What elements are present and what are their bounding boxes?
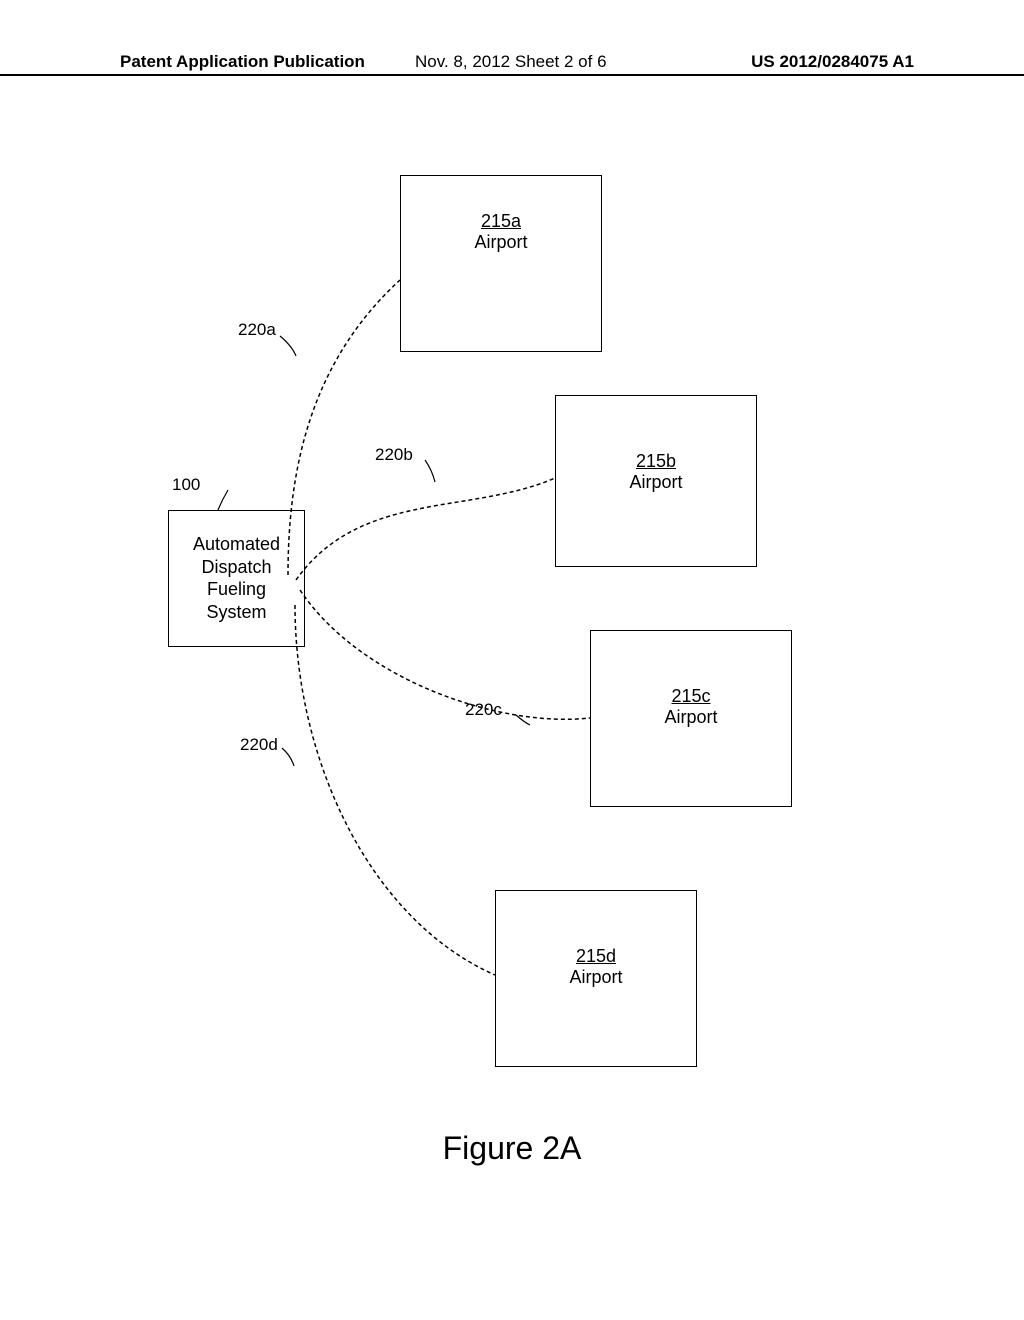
leader-tick-2 — [425, 460, 435, 482]
edge-d — [295, 605, 495, 975]
edge-a — [288, 280, 400, 575]
leader-tick-0 — [218, 490, 228, 510]
edge-c — [300, 590, 590, 719]
leader-tick-1 — [280, 336, 296, 356]
connector-layer — [0, 0, 1024, 1320]
page: Patent Application Publication Nov. 8, 2… — [0, 0, 1024, 1320]
leader-tick-4 — [282, 748, 294, 766]
edge-b — [296, 478, 555, 580]
figure-caption: Figure 2A — [0, 1130, 1024, 1167]
